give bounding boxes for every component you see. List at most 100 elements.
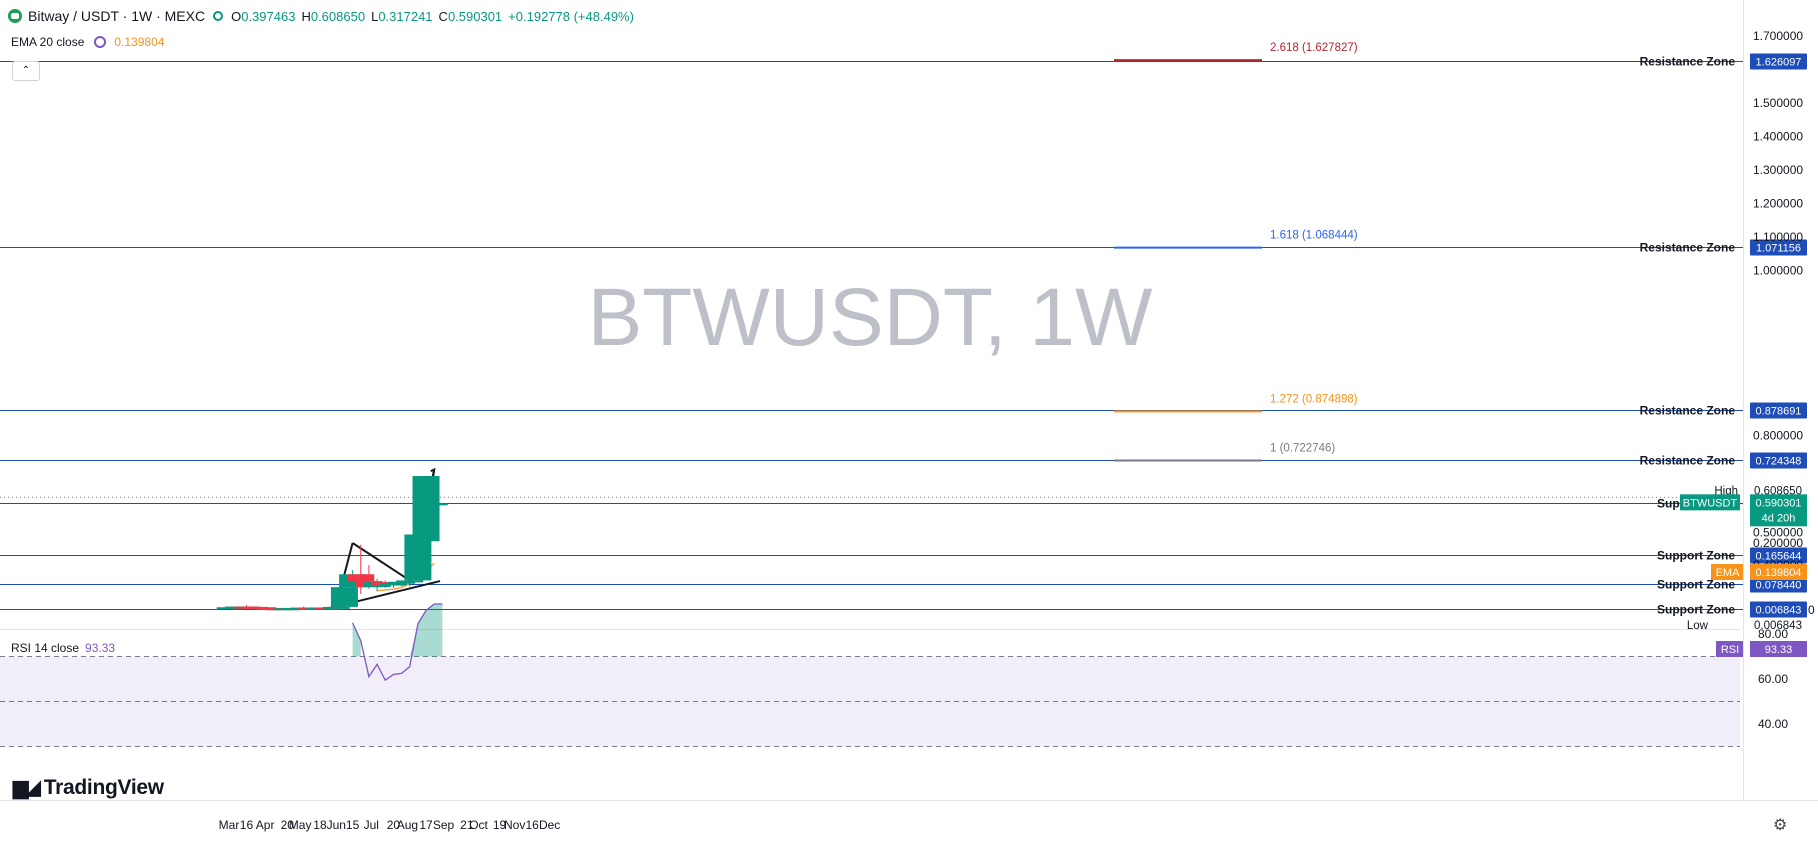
price-axis-tick: 0.200000 (1753, 536, 1803, 550)
time-axis-border (0, 800, 1818, 801)
rsi-axis-tick: 40.00 (1758, 717, 1788, 731)
tradingview-logo[interactable]: ▆◢ TradingView (13, 775, 164, 800)
zone-price-tag (1750, 53, 1807, 70)
symbol-title[interactable]: Bitway / USDT · 1W · MEXC (28, 8, 206, 24)
bitway-logo-icon (8, 9, 22, 23)
chart-header: Bitway / USDT · 1W · MEXC O 0.397463 H 0.6… (8, 8, 640, 24)
zone-label: Support Zone (1657, 549, 1735, 563)
rsi-axis-value (1750, 641, 1807, 657)
candle-body (347, 574, 375, 582)
price-axis-tick: 1.700000 (1753, 29, 1803, 43)
time-axis-tick: 15 (346, 818, 360, 832)
candle-body (379, 583, 407, 586)
time-axis-tick: 16 (525, 818, 539, 832)
zone-label: Resistance Zone (1640, 404, 1736, 418)
rsi-overbought-fill (352, 622, 361, 657)
time-axis-tick: Jul (364, 818, 379, 832)
ohlc-close-key: C (438, 8, 448, 24)
rsi-axis-tick: 60.00 (1758, 672, 1788, 686)
candle-body (420, 503, 448, 506)
rsi-legend-value: 93.33 (85, 641, 116, 655)
ohlc-low-value: 0.317241 (378, 8, 433, 24)
zone-label: Support Zone (1657, 603, 1735, 617)
ema-axis-value (1750, 564, 1807, 580)
low-tag-label: Low (1687, 620, 1709, 632)
price-axis-tick: 0.800000 (1753, 429, 1803, 443)
ema-axis-value-text: 0.139804 (1756, 567, 1802, 579)
time-axis-tick: 19 (493, 818, 507, 832)
price-axis-tick: 1.200000 (1753, 197, 1803, 211)
time-axis-tick: Apr (256, 818, 275, 832)
time-axis-tick: 20 (387, 818, 401, 832)
fib-level-label: 1.618 (1.068444) (1270, 230, 1358, 242)
zone-price-tag-text: 0.006843 (1756, 605, 1802, 617)
zone-price-tag-text: 1.071156 (1756, 243, 1801, 255)
ohlc-close-value: 0.590301 (447, 8, 503, 24)
watermark-text: BTWUSDT, 1W (588, 272, 1153, 363)
market-status-icon (213, 11, 224, 21)
price-axis-tick: 1.500000 (1753, 96, 1803, 110)
rsi-legend-label: RSI 14 close (11, 641, 80, 655)
rsi-line (352, 603, 443, 682)
candle-body (412, 476, 440, 542)
symbol-tag-text: BTWUSDT (1683, 497, 1738, 509)
fib-level-label: 1.272 (0.874898) (1270, 393, 1358, 405)
zone-price-tag-text: 0.878691 (1756, 406, 1802, 418)
tradingview-wordmark: TradingView (43, 775, 164, 799)
rsi-axis-value-text: 93.33 (1765, 644, 1793, 656)
candle-body (404, 534, 432, 581)
time-axis-tick: 16 (240, 818, 254, 832)
price-axis-tick: 1.100000 (1753, 230, 1803, 244)
candle-body (396, 580, 424, 583)
price-axis-tick: 1.000000 (1753, 264, 1803, 278)
bar-countdown: 4d 20h (1762, 512, 1796, 524)
time-axis-tick: May (289, 818, 312, 832)
rsi-overbought-fill (409, 604, 443, 657)
ohlc-open-value: 0.397463 (241, 8, 296, 24)
rsi-legend[interactable]: RSI 14 close 93.33 (11, 641, 115, 655)
time-axis-tick: Jun (327, 818, 346, 832)
gear-icon[interactable]: ⚙ (1773, 817, 1788, 834)
time-axis-tick: Nov (504, 818, 525, 832)
price-axis-tick: 0.500000 (1753, 526, 1803, 540)
ema-visibility-icon[interactable] (94, 36, 107, 48)
time-axis-tick: Oct (469, 818, 488, 832)
ohlc-open-key: O (231, 8, 242, 24)
time-axis-tick: Mar (219, 818, 240, 832)
tradingview-mark-icon: ▆◢ (13, 777, 41, 799)
current-price-tag (1750, 494, 1807, 527)
zone-price-tag (1750, 601, 1807, 618)
symbol-tag (1680, 494, 1740, 511)
fib-level-label: 1 (0.722746) (1270, 443, 1335, 455)
ema-legend-value: 0.139804 (114, 35, 165, 49)
zone-price-tag-text: 0.165644 (1756, 551, 1802, 563)
low-tag-value: 0.006843 (1754, 620, 1802, 632)
price-change: +0.192778 (+48.49%) (508, 8, 634, 24)
zone-label: Resistance Zone (1640, 241, 1736, 255)
zone-label: Resistance Zone (1640, 55, 1736, 69)
ema-legend[interactable]: EMA 20 close 0.139804 (11, 35, 164, 49)
ohlc-low-key: L (371, 8, 379, 24)
candle-body (322, 606, 350, 609)
pane-separator (0, 629, 1740, 630)
zone-price-tag-text: 1.626097 (1756, 57, 1802, 69)
ema-axis-label-text: EMA (1716, 567, 1741, 579)
axis-overflow-glyph: 0 (1808, 603, 1815, 617)
price-axis-tick: 1.300000 (1753, 163, 1803, 177)
ema-legend-label: EMA 20 close (11, 35, 85, 49)
current-price-value: 0.590301 (1756, 497, 1802, 509)
collapse-legend-button[interactable]: ⌃ (12, 61, 40, 81)
zone-price-tag (1750, 239, 1807, 256)
ema-axis-label (1711, 564, 1744, 580)
zone-price-tag (1750, 576, 1807, 593)
time-axis-tick: 20 (281, 818, 295, 832)
zone-price-tag-text: 0.724348 (1756, 456, 1802, 468)
rsi-axis-label (1716, 641, 1744, 657)
time-axis-tick: Dec (539, 818, 560, 832)
price-axis-border (1743, 0, 1744, 800)
zone-label: Resistance Zone (1640, 454, 1736, 468)
price-axis-tick: 1.400000 (1753, 130, 1803, 144)
time-axis-tick: 21 (460, 818, 474, 832)
time-axis-tick: 17 (419, 818, 433, 832)
